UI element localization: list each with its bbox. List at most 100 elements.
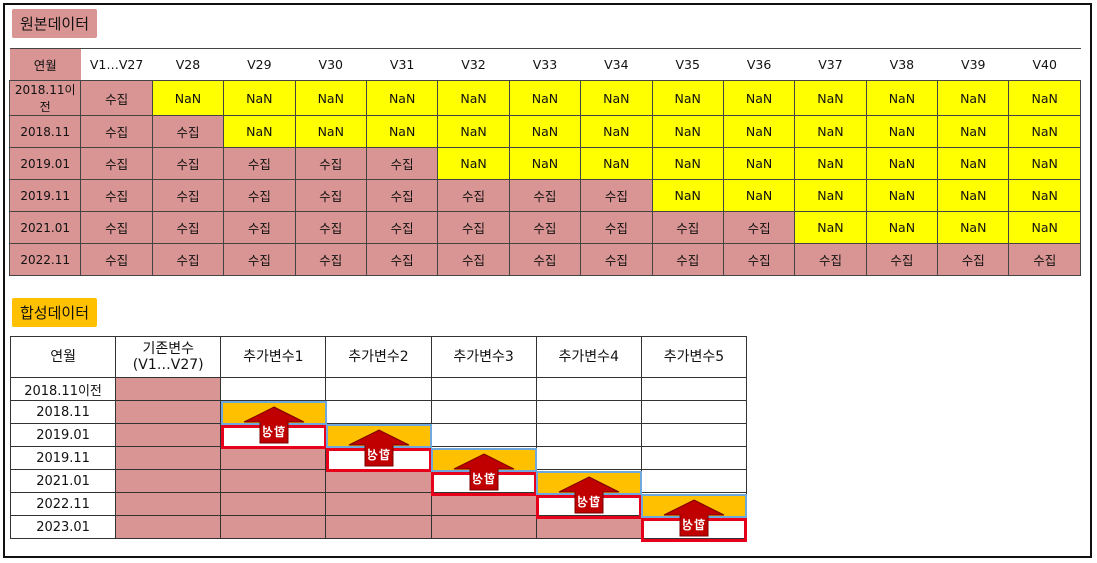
cell-collected: 수집 (937, 243, 1010, 276)
cell-nan: NaN (294, 80, 367, 116)
syn-header-5: 추가변수4 (535, 336, 642, 378)
cell-collected: 수집 (651, 211, 724, 244)
cell-nan: NaN (794, 147, 867, 180)
header-year-month: 연월 (9, 48, 81, 81)
cell-nan: NaN (223, 115, 296, 148)
cell-nan: NaN (651, 115, 724, 148)
cell-nan: NaN (794, 80, 867, 116)
cell-collected: 수집 (365, 211, 439, 244)
up-arrow-icon (243, 406, 305, 444)
header-V39: V39 (937, 48, 1009, 81)
cell-nan: NaN (794, 179, 867, 212)
header-V38: V38 (866, 48, 938, 81)
header-V32: V32 (437, 48, 510, 81)
cell-collected: 수집 (722, 243, 796, 276)
cell-collected: 수집 (294, 179, 367, 212)
row-label: 2019.01 (9, 423, 117, 447)
table-row: 2018.11 (9, 400, 748, 424)
cell-collected: 수집 (580, 243, 653, 276)
cell-nan: NaN (865, 147, 939, 180)
cell-collected: 수집 (80, 211, 153, 244)
row-label: 2023.01 (9, 515, 117, 539)
syn-cell (220, 377, 327, 401)
syn-header-1: 기존변수 (V1…V27) (115, 336, 222, 378)
table-row: 2019.01 (9, 423, 748, 447)
table-row: 2023.01 (9, 515, 748, 539)
cell-collected: 수집 (365, 147, 439, 180)
cell-nan: NaN (794, 211, 867, 244)
synthesis-arrow-label: 합성 (471, 472, 496, 486)
header-V34: V34 (580, 48, 653, 81)
outer-frame (3, 3, 1092, 558)
synthesis-arrow-label: 합성 (261, 425, 286, 439)
syn-cell (325, 492, 432, 516)
cell-collected: 수집 (508, 243, 582, 276)
table-row: 2019.01 수집 수집 수집 수집 수집 NaN NaN NaN NaN NaN NaN NaN Na… (8, 147, 1081, 180)
syn-cell (430, 377, 537, 401)
cell-collected: 수집 (865, 243, 939, 276)
syn-cell (115, 423, 222, 447)
row-label: 2022.11 (9, 492, 117, 516)
syn-cell (430, 515, 537, 539)
cell-nan: NaN (437, 80, 510, 116)
syn-cell (430, 423, 537, 447)
cell-nan: NaN (580, 147, 653, 180)
cell-collected: 수집 (722, 211, 796, 244)
cell-nan: NaN (651, 80, 724, 116)
table-row: 2021.01 수집 수집 수집 수집 수집 수집 수집 수집 수집 수집 NaN NaN NaN NaN (8, 211, 1081, 244)
synthesis-arrow-label: 합성 (366, 448, 391, 462)
cell-nan: NaN (151, 80, 225, 116)
cell-collected: 수집 (151, 243, 225, 276)
cell-collected: 수집 (437, 211, 510, 244)
cell-collected: 수집 (294, 211, 367, 244)
header-V28: V28 (152, 48, 224, 81)
cell-nan: NaN (865, 80, 939, 116)
syn-cell (325, 515, 432, 539)
cell-collected: 수집 (80, 147, 153, 180)
cell-collected: 수집 (223, 179, 296, 212)
cell-collected: 수집 (80, 243, 153, 276)
cell-nan: NaN (365, 80, 439, 116)
syn-header-4: 추가변수3 (430, 336, 537, 378)
cell-nan: NaN (651, 179, 724, 212)
cell-collected: 수집 (151, 115, 225, 148)
syn-header-6: 추가변수5 (640, 336, 748, 378)
syn-cell (325, 469, 432, 493)
synthetic-data-label: 합성데이터 (12, 298, 98, 327)
header-V33: V33 (509, 48, 581, 81)
syn-header-3: 추가변수2 (325, 336, 432, 378)
header-V29: V29 (223, 48, 296, 81)
up-arrow-icon (348, 429, 410, 467)
row-label: 2019.11 (9, 446, 117, 470)
cell-nan: NaN (937, 115, 1010, 148)
row-label: 2019.01 (8, 147, 82, 180)
cell-collected: 수집 (580, 179, 653, 212)
syn-cell (640, 377, 748, 401)
syn-cell (115, 515, 222, 539)
cell-collected: 수집 (365, 243, 439, 276)
cell-nan: NaN (865, 211, 939, 244)
cell-nan: NaN (365, 115, 439, 148)
cell-collected: 수집 (651, 243, 724, 276)
up-arrow-icon (663, 499, 725, 537)
table-row: 2018.11이전 (9, 377, 748, 401)
table-row: 2018.11 수집 수집 NaN NaN NaN NaN NaN NaN NaN NaN NaN Na… (8, 115, 1081, 148)
syn-cell (640, 469, 748, 493)
syn-cell (325, 377, 432, 401)
table-row: 2018.11이전 수집 NaN NaN NaN NaN NaN NaN NaN NaN NaN Na… (8, 80, 1081, 116)
syn-cell (220, 446, 327, 470)
syn-cell (535, 446, 642, 470)
cell-nan: NaN (294, 115, 367, 148)
row-label: 2018.11 (8, 115, 82, 148)
syn-cell (430, 492, 537, 516)
cell-nan: NaN (722, 115, 796, 148)
cell-nan: NaN (722, 179, 796, 212)
cell-nan: NaN (437, 147, 510, 180)
syn-cell (115, 377, 222, 401)
cell-collected: 수집 (1008, 243, 1081, 276)
cell-collected: 수집 (580, 211, 653, 244)
syn-cell (115, 469, 222, 493)
syn-cell (325, 400, 432, 424)
cell-collected: 수집 (223, 147, 296, 180)
syn-header-2: 추가변수1 (220, 336, 327, 378)
